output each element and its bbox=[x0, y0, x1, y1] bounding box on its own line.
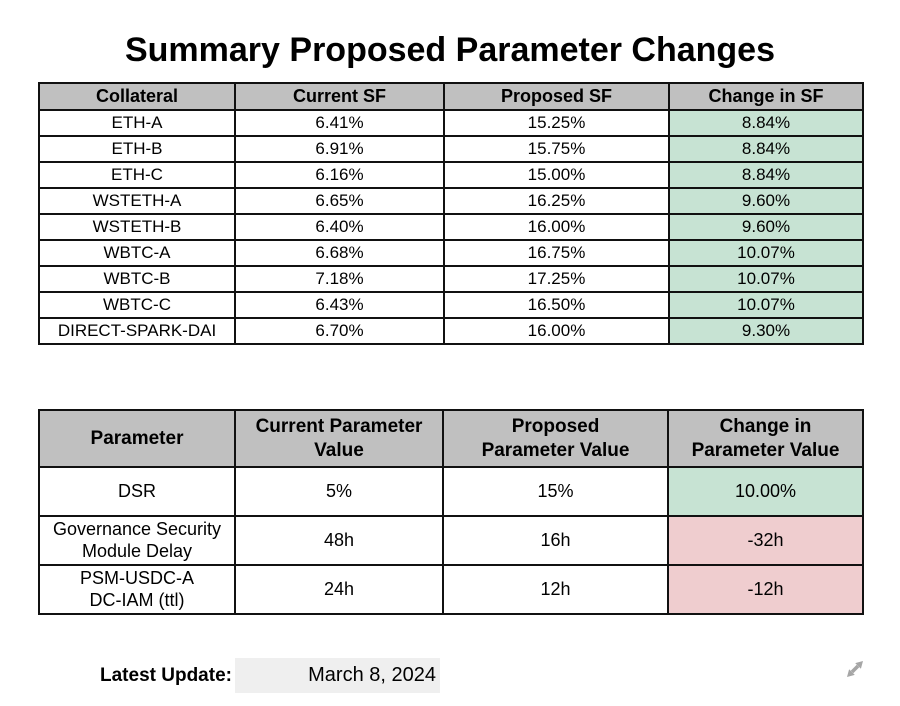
latest-update-date: March 8, 2024 bbox=[308, 664, 436, 686]
proposed-sf-cell: 15.75% bbox=[443, 135, 670, 163]
table-row: WBTC-A 6.68% 16.75% 10.07% bbox=[38, 239, 864, 267]
expand-icon bbox=[841, 655, 869, 683]
change-sf-cell: 8.84% bbox=[668, 135, 864, 163]
proposed-value-cell: 16h bbox=[442, 515, 669, 566]
proposed-sf-cell: 16.75% bbox=[443, 239, 670, 267]
proposed-sf-cell: 16.25% bbox=[443, 187, 670, 215]
current-sf-cell: 6.91% bbox=[234, 135, 445, 163]
change-sf-cell: 10.07% bbox=[668, 291, 864, 319]
collateral-cell: ETH-B bbox=[38, 135, 236, 163]
change-sf-cell: 8.84% bbox=[668, 161, 864, 189]
proposed-value-cell: 12h bbox=[442, 564, 669, 615]
sf-header-current: Current SF bbox=[234, 82, 445, 111]
proposed-sf-cell: 16.50% bbox=[443, 291, 670, 319]
parameter-cell: DSR bbox=[38, 466, 236, 517]
current-sf-cell: 6.43% bbox=[234, 291, 445, 319]
parameter-table: Parameter Current Parameter Value Propos… bbox=[38, 409, 864, 615]
change-sf-cell: 9.30% bbox=[668, 317, 864, 345]
sf-header-collateral: Collateral bbox=[38, 82, 236, 111]
parameter-table-container: Parameter Current Parameter Value Propos… bbox=[38, 409, 864, 615]
stability-fee-table: Collateral Current SF Proposed SF Change… bbox=[38, 82, 864, 345]
collateral-cell: WBTC-A bbox=[38, 239, 236, 267]
collateral-cell: DIRECT-SPARK-DAI bbox=[38, 317, 236, 345]
current-sf-cell: 6.41% bbox=[234, 109, 445, 137]
table-header-row: Parameter Current Parameter Value Propos… bbox=[38, 409, 864, 468]
current-sf-cell: 7.18% bbox=[234, 265, 445, 293]
collateral-cell: WSTETH-A bbox=[38, 187, 236, 215]
param-header-change: Change in Parameter Value bbox=[667, 409, 864, 468]
current-sf-cell: 6.65% bbox=[234, 187, 445, 215]
change-value-cell: -32h bbox=[667, 515, 864, 566]
change-value-cell: -12h bbox=[667, 564, 864, 615]
table-row: ETH-B 6.91% 15.75% 8.84% bbox=[38, 135, 864, 163]
collateral-cell: ETH-C bbox=[38, 161, 236, 189]
table-row: PSM-USDC-A DC-IAM (ttl) 24h 12h -12h bbox=[38, 564, 864, 615]
change-sf-cell: 8.84% bbox=[668, 109, 864, 137]
parameter-cell: Governance Security Module Delay bbox=[38, 515, 236, 566]
table-row: DSR 5% 15% 10.00% bbox=[38, 466, 864, 517]
current-value-cell: 48h bbox=[234, 515, 444, 566]
sf-header-change: Change in SF bbox=[668, 82, 864, 111]
current-sf-cell: 6.68% bbox=[234, 239, 445, 267]
change-sf-cell: 10.07% bbox=[668, 239, 864, 267]
param-header-current: Current Parameter Value bbox=[234, 409, 444, 468]
param-header-proposed: Proposed Parameter Value bbox=[442, 409, 669, 468]
stability-fee-table-container: Collateral Current SF Proposed SF Change… bbox=[38, 82, 864, 345]
proposed-sf-cell: 16.00% bbox=[443, 317, 670, 345]
table-row: WSTETH-A 6.65% 16.25% 9.60% bbox=[38, 187, 864, 215]
change-sf-cell: 9.60% bbox=[668, 187, 864, 215]
latest-update-date-box: March 8, 2024 bbox=[235, 658, 440, 693]
table-row: ETH-A 6.41% 15.25% 8.84% bbox=[38, 109, 864, 137]
table-row: Governance Security Module Delay 48h 16h… bbox=[38, 515, 864, 566]
current-value-cell: 24h bbox=[234, 564, 444, 615]
table-row: ETH-C 6.16% 15.00% 8.84% bbox=[38, 161, 864, 189]
collateral-cell: WSTETH-B bbox=[38, 213, 236, 241]
sf-header-proposed: Proposed SF bbox=[443, 82, 670, 111]
current-sf-cell: 6.16% bbox=[234, 161, 445, 189]
collateral-cell: WBTC-C bbox=[38, 291, 236, 319]
collateral-cell: WBTC-B bbox=[38, 265, 236, 293]
table-row: WBTC-C 6.43% 16.50% 10.07% bbox=[38, 291, 864, 319]
table-row: WSTETH-B 6.40% 16.00% 9.60% bbox=[38, 213, 864, 241]
latest-update-label: Latest Update: bbox=[100, 665, 232, 686]
current-sf-cell: 6.40% bbox=[234, 213, 445, 241]
change-sf-cell: 10.07% bbox=[668, 265, 864, 293]
parameter-cell: PSM-USDC-A DC-IAM (ttl) bbox=[38, 564, 236, 615]
table-header-row: Collateral Current SF Proposed SF Change… bbox=[38, 82, 864, 111]
proposed-sf-cell: 16.00% bbox=[443, 213, 670, 241]
change-sf-cell: 9.60% bbox=[668, 213, 864, 241]
table-row: WBTC-B 7.18% 17.25% 10.07% bbox=[38, 265, 864, 293]
proposed-sf-cell: 15.00% bbox=[443, 161, 670, 189]
page-title: Summary Proposed Parameter Changes bbox=[124, 30, 776, 69]
collateral-cell: ETH-A bbox=[38, 109, 236, 137]
change-value-cell: 10.00% bbox=[667, 466, 864, 517]
table-row: DIRECT-SPARK-DAI 6.70% 16.00% 9.30% bbox=[38, 317, 864, 345]
param-header-parameter: Parameter bbox=[38, 409, 236, 468]
expand-button[interactable] bbox=[840, 653, 870, 685]
current-value-cell: 5% bbox=[234, 466, 444, 517]
proposed-value-cell: 15% bbox=[442, 466, 669, 517]
proposed-sf-cell: 17.25% bbox=[443, 265, 670, 293]
proposed-sf-cell: 15.25% bbox=[443, 109, 670, 137]
current-sf-cell: 6.70% bbox=[234, 317, 445, 345]
